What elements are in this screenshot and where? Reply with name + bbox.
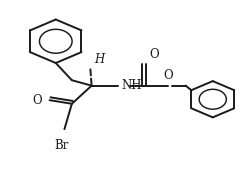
Text: NH: NH <box>121 79 142 92</box>
Text: O: O <box>150 48 159 61</box>
Text: H: H <box>94 53 104 66</box>
Text: O: O <box>164 69 173 82</box>
Text: O: O <box>32 94 42 107</box>
Text: Br: Br <box>55 139 69 152</box>
